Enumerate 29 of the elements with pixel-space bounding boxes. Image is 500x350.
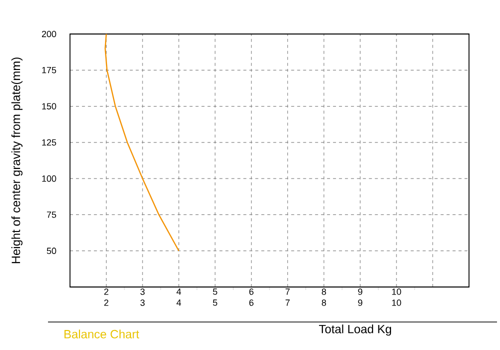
x2-tick-label: 10 — [392, 300, 402, 306]
x2-tick-label: 3 — [140, 300, 145, 306]
x-tick-label: 2 — [104, 288, 108, 295]
x-tick-label: 8 — [322, 288, 326, 295]
line-series — [104, 34, 180, 252]
y-tick-label: 125 — [42, 139, 56, 146]
x2-tick-label: 7 — [286, 300, 290, 306]
x-tick-label: 9 — [358, 288, 362, 295]
x-tick-label: 10 — [392, 288, 402, 295]
y-tick-label: 100 — [42, 175, 56, 182]
x-tick-label: 6 — [249, 288, 254, 295]
x-tick-label: 4 — [176, 288, 182, 295]
x-axis-title: Total Load Kg — [319, 324, 392, 336]
x2-tick-label: 2 — [104, 300, 108, 306]
y-tick-label: 175 — [42, 67, 56, 74]
y-tick-label: 150 — [42, 103, 56, 110]
x2-tick-label: 4 — [176, 300, 182, 306]
x2-tick-label: 8 — [322, 300, 326, 306]
x2-tick-label: 6 — [249, 300, 254, 306]
x-tick-label: 7 — [286, 288, 290, 295]
x-tick-label: 5 — [212, 288, 218, 295]
y-tick-label: 50 — [46, 248, 56, 254]
text: Balance Chart — [64, 330, 140, 338]
y-tick-label: 75 — [46, 212, 56, 218]
x2-tick-label: 9 — [358, 300, 362, 306]
x-tick-label: 3 — [140, 288, 145, 295]
y-tick-label: 200 — [42, 30, 56, 38]
x2-tick-label: 5 — [212, 300, 218, 306]
y-axis-title: Height of center gravity from plate(mm) — [11, 58, 23, 264]
